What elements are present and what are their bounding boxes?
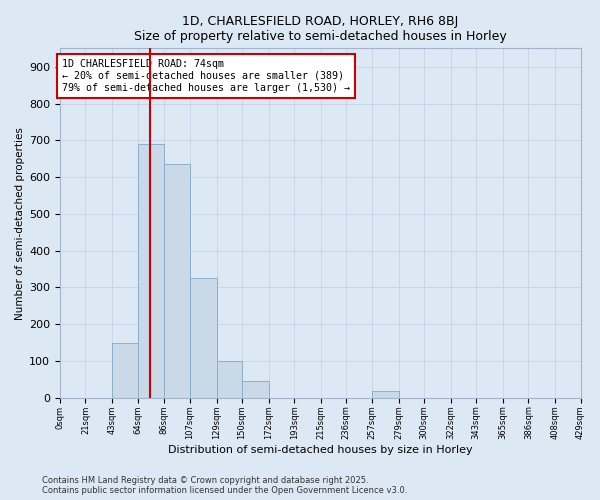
Title: 1D, CHARLESFIELD ROAD, HORLEY, RH6 8BJ
Size of property relative to semi-detache: 1D, CHARLESFIELD ROAD, HORLEY, RH6 8BJ S…: [134, 15, 506, 43]
Bar: [190, 278, 217, 398]
X-axis label: Distribution of semi-detached houses by size in Horley: Distribution of semi-detached houses by …: [168, 445, 473, 455]
Y-axis label: Number of semi-detached properties: Number of semi-detached properties: [15, 126, 25, 320]
Text: Contains HM Land Registry data © Crown copyright and database right 2025.
Contai: Contains HM Land Registry data © Crown c…: [42, 476, 407, 495]
Text: 1D CHARLESFIELD ROAD: 74sqm
← 20% of semi-detached houses are smaller (389)
79% : 1D CHARLESFIELD ROAD: 74sqm ← 20% of sem…: [62, 60, 350, 92]
Bar: [164, 164, 190, 398]
Bar: [112, 342, 137, 398]
Bar: [137, 144, 164, 398]
Bar: [372, 391, 398, 398]
Bar: [242, 382, 269, 398]
Bar: [217, 361, 242, 398]
